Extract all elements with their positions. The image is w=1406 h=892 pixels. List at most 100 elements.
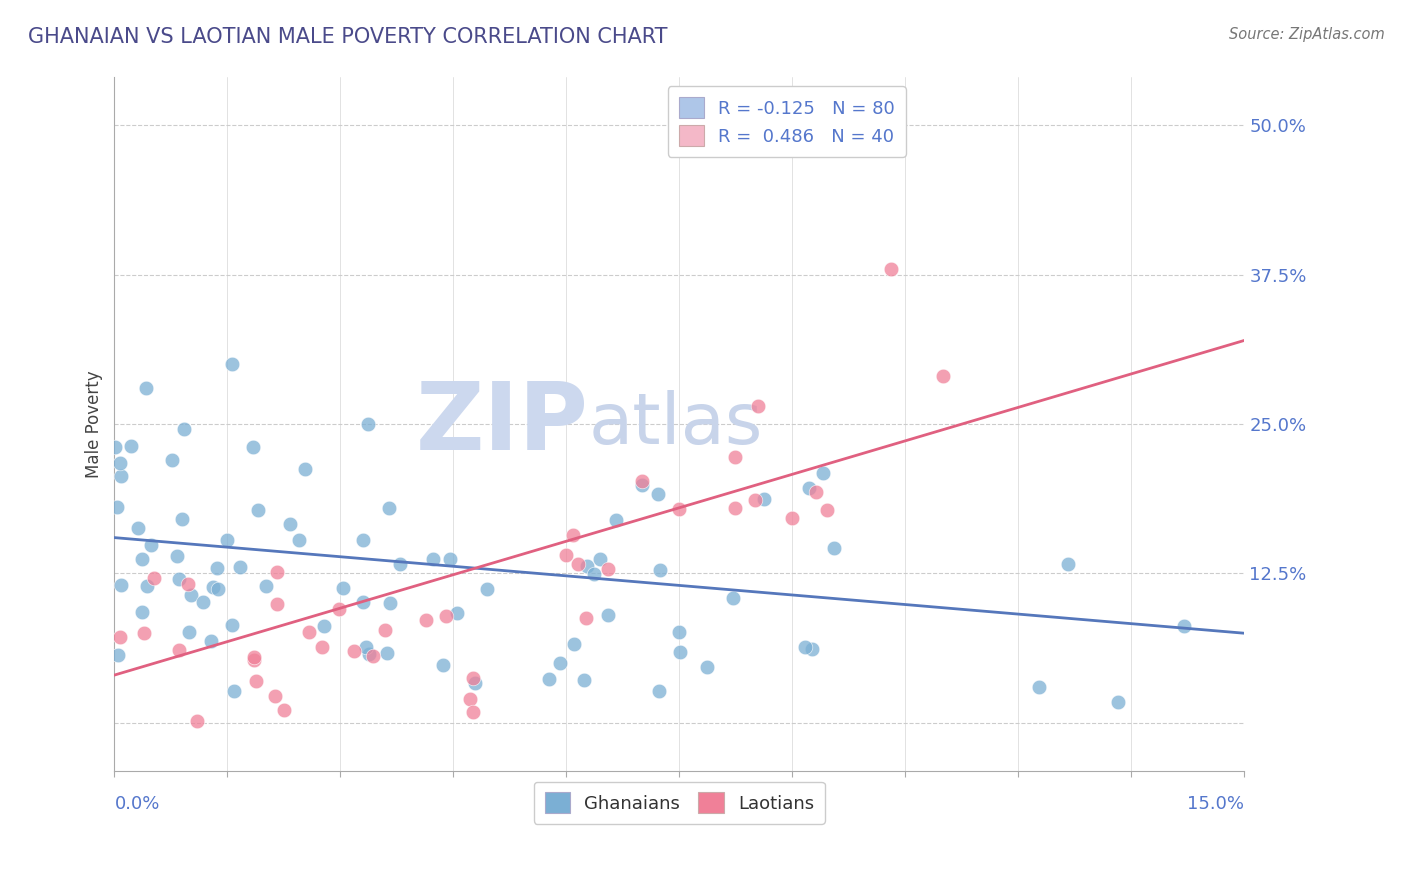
Point: [143, 571, 166, 585]
Point: [180, 588, 202, 602]
Point: [186, 714, 208, 728]
Point: [288, 533, 311, 548]
Point: [273, 704, 295, 718]
Text: ZIP: ZIP: [416, 378, 589, 470]
Point: [647, 684, 669, 698]
Point: [266, 597, 288, 611]
Text: 0.0%: 0.0%: [114, 795, 160, 813]
Point: [228, 559, 250, 574]
Point: [648, 564, 671, 578]
Point: [555, 548, 578, 562]
Point: [464, 676, 486, 690]
Point: [127, 521, 149, 535]
Y-axis label: Male Poverty: Male Poverty: [86, 370, 103, 478]
Point: [104, 440, 127, 454]
Point: [458, 691, 481, 706]
Point: [378, 501, 401, 516]
Point: [1173, 619, 1195, 633]
Point: [166, 549, 188, 563]
Point: [332, 581, 354, 595]
Point: [221, 618, 243, 632]
Legend: Ghanaians, Laotians: Ghanaians, Laotians: [534, 781, 825, 824]
Point: [167, 643, 190, 657]
Point: [575, 611, 598, 625]
Point: [108, 456, 131, 470]
Point: [1028, 680, 1050, 694]
Point: [823, 541, 845, 555]
Point: [576, 559, 599, 574]
Point: [160, 453, 183, 467]
Point: [217, 533, 239, 547]
Point: [294, 462, 316, 476]
Text: 15.0%: 15.0%: [1188, 795, 1244, 813]
Point: [179, 625, 201, 640]
Point: [724, 450, 747, 465]
Point: [266, 565, 288, 579]
Point: [782, 511, 804, 525]
Point: [352, 595, 374, 609]
Point: [343, 644, 366, 658]
Point: [328, 602, 350, 616]
Point: [263, 689, 285, 703]
Point: [389, 557, 412, 571]
Point: [538, 672, 561, 686]
Point: [724, 501, 747, 516]
Point: [572, 673, 595, 688]
Point: [744, 492, 766, 507]
Point: [224, 683, 246, 698]
Point: [136, 579, 159, 593]
Point: [120, 439, 142, 453]
Point: [439, 551, 461, 566]
Point: [562, 528, 585, 542]
Point: [177, 577, 200, 591]
Point: [110, 630, 132, 644]
Point: [801, 642, 824, 657]
Point: [312, 619, 335, 633]
Point: [811, 466, 834, 480]
Point: [432, 657, 454, 672]
Point: [631, 474, 654, 488]
Point: [668, 501, 690, 516]
Point: [107, 648, 129, 662]
Point: [596, 562, 619, 576]
Point: [278, 516, 301, 531]
Point: [1057, 557, 1080, 571]
Point: [475, 582, 498, 597]
Point: [596, 607, 619, 622]
Point: [794, 640, 817, 654]
Point: [205, 561, 228, 575]
Point: [243, 653, 266, 667]
Point: [245, 674, 267, 689]
Point: [422, 552, 444, 566]
Point: [242, 649, 264, 664]
Point: [752, 491, 775, 506]
Text: atlas: atlas: [589, 390, 763, 458]
Point: [354, 640, 377, 655]
Point: [131, 605, 153, 619]
Point: [446, 606, 468, 620]
Point: [352, 533, 374, 547]
Point: [110, 469, 132, 483]
Point: [207, 582, 229, 596]
Point: [631, 478, 654, 492]
Point: [747, 399, 769, 413]
Point: [463, 671, 485, 685]
Point: [374, 624, 396, 638]
Point: [589, 552, 612, 566]
Point: [605, 513, 627, 527]
Point: [797, 481, 820, 495]
Point: [880, 261, 903, 276]
Point: [815, 503, 838, 517]
Point: [567, 557, 589, 571]
Point: [191, 595, 214, 609]
Point: [647, 487, 669, 501]
Point: [311, 640, 333, 655]
Point: [135, 381, 157, 395]
Point: [361, 648, 384, 663]
Point: [434, 608, 457, 623]
Point: [378, 596, 401, 610]
Point: [167, 573, 190, 587]
Point: [463, 705, 485, 719]
Point: [564, 638, 586, 652]
Point: [415, 613, 437, 627]
